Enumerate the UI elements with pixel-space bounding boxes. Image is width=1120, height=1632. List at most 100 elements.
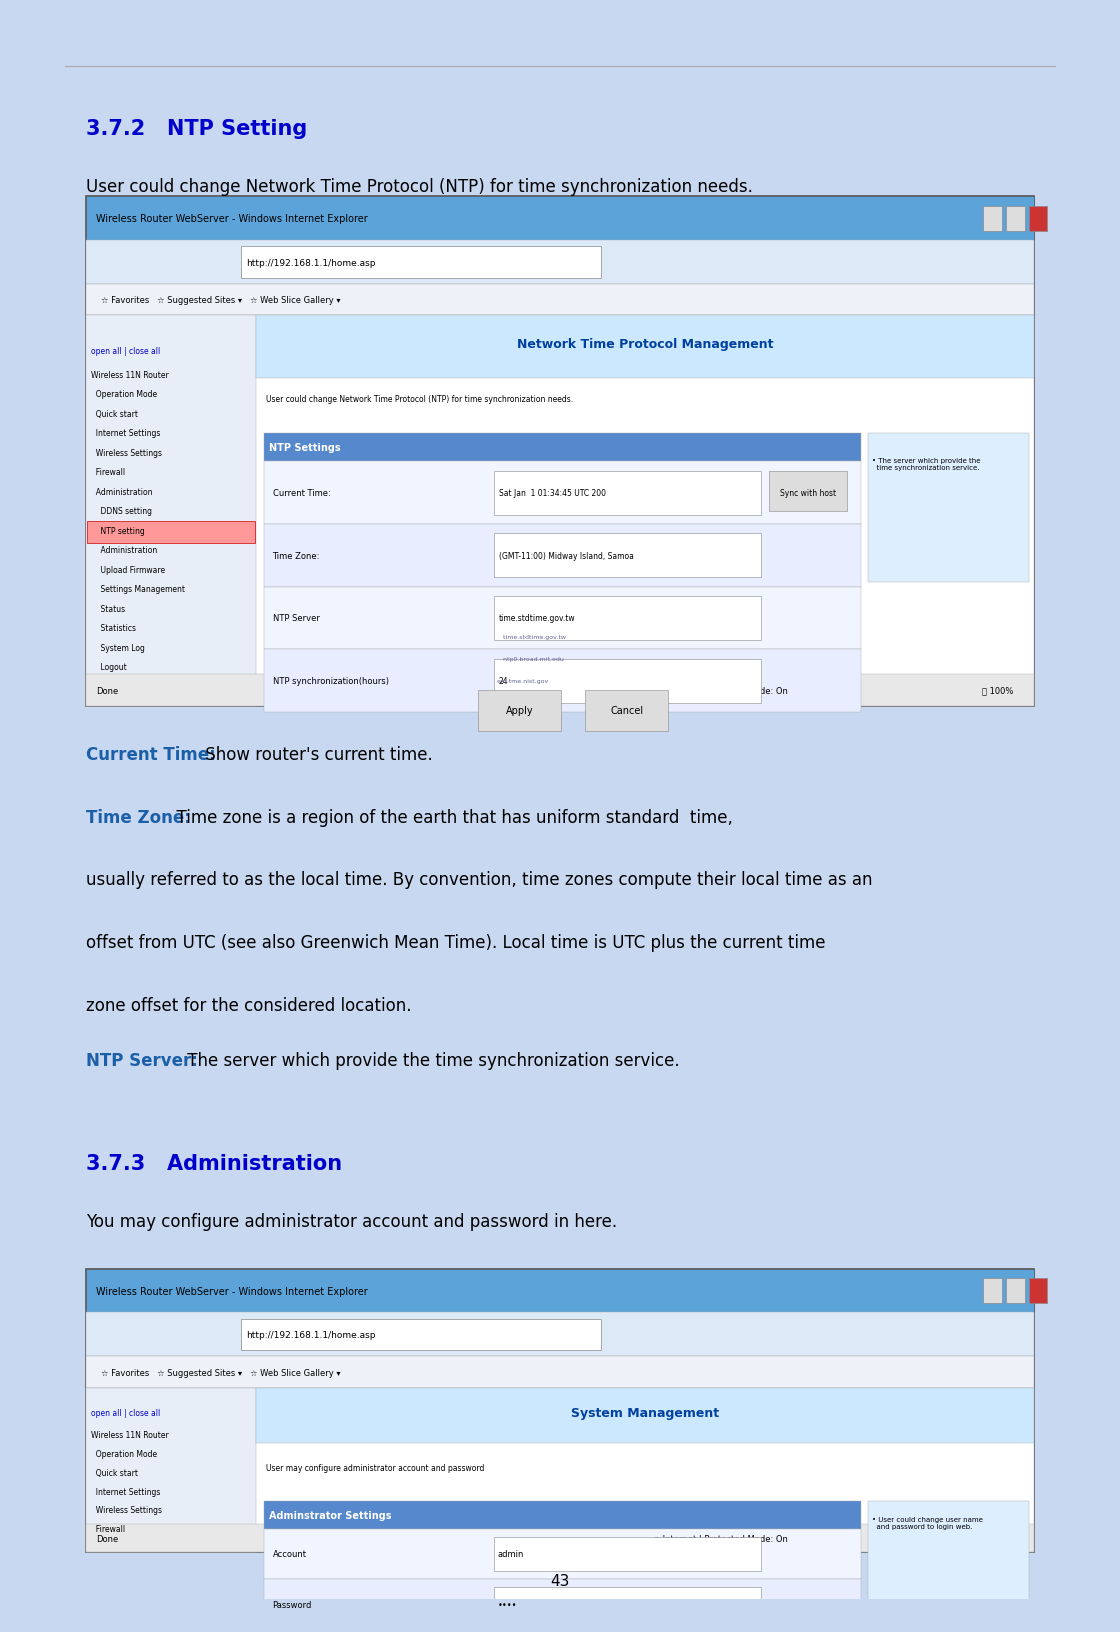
Text: Wireless 11N Router: Wireless 11N Router: [91, 1430, 169, 1439]
Text: Operation Mode: Operation Mode: [91, 1449, 157, 1457]
Bar: [1006, 207, 1025, 232]
Text: Sync with host: Sync with host: [780, 488, 836, 498]
Text: http://192.168.1.1/home.asp: http://192.168.1.1/home.asp: [245, 1330, 375, 1340]
Bar: [86, 317, 1034, 707]
Text: Administration: Administration: [91, 488, 152, 496]
Text: 3.7.3   Administration: 3.7.3 Administration: [86, 1152, 342, 1173]
Text: NTP Settings: NTP Settings: [270, 442, 342, 452]
Bar: [264, 588, 860, 650]
Text: Quick start: Quick start: [91, 1467, 138, 1477]
Bar: [86, 286, 1034, 317]
Text: (GMT-11:00) Midway Island, Samoa: (GMT-11:00) Midway Island, Samoa: [498, 552, 634, 560]
Text: Administration: Administration: [91, 545, 158, 555]
Text: • User could change user name
  and password to login web.: • User could change user name and passwo…: [872, 1516, 983, 1529]
Text: 🔒 100%: 🔒 100%: [982, 685, 1014, 695]
FancyBboxPatch shape: [86, 1268, 1034, 1552]
Text: Time zone is a region of the earth that has uniform standard  time,: Time zone is a region of the earth that …: [167, 808, 734, 826]
Bar: [86, 1387, 256, 1552]
Text: ⊕ Internet | Protected Mode: On: ⊕ Internet | Protected Mode: On: [653, 685, 787, 695]
Text: time.stdtime.gov.tw: time.stdtime.gov.tw: [498, 614, 576, 623]
Bar: [494, 597, 762, 640]
Bar: [264, 524, 860, 588]
Text: Wireless Settings: Wireless Settings: [91, 1506, 162, 1514]
Text: Done: Done: [96, 1534, 119, 1542]
Text: Time Zone:: Time Zone:: [272, 552, 320, 560]
Bar: [868, 1501, 1029, 1619]
Text: User may configure administrator account and password: User may configure administrator account…: [267, 1462, 485, 1472]
Bar: [1029, 207, 1047, 232]
Text: You may configure administrator account and password in here.: You may configure administrator account …: [86, 1213, 617, 1231]
Text: Upload Firmware: Upload Firmware: [91, 565, 166, 574]
Text: admin: admin: [497, 1549, 524, 1559]
Bar: [86, 1387, 1034, 1552]
Bar: [494, 534, 762, 578]
Text: ☆ Favorites   ☆ Suggested Sites ▾   ☆ Web Slice Gallery ▾: ☆ Favorites ☆ Suggested Sites ▾ ☆ Web Sl…: [102, 295, 342, 305]
Bar: [586, 690, 668, 731]
Text: Firewall: Firewall: [91, 468, 125, 477]
Text: Internet Settings: Internet Settings: [91, 1487, 160, 1497]
Text: Current Time:: Current Time:: [86, 746, 216, 764]
Text: Internet Settings: Internet Settings: [91, 429, 160, 437]
Text: NTP synchronization(hours): NTP synchronization(hours): [272, 677, 389, 685]
Text: ex: tme.nist.gov: ex: tme.nist.gov: [497, 679, 549, 684]
Text: Status: Status: [91, 604, 125, 614]
Bar: [1006, 1278, 1025, 1304]
Text: Settings Management: Settings Management: [91, 584, 185, 594]
Text: ntp0.broad.mit.edu: ntp0.broad.mit.edu: [497, 656, 564, 661]
Bar: [1029, 1278, 1047, 1304]
Text: Time Zone:: Time Zone:: [86, 808, 190, 826]
Bar: [769, 472, 847, 512]
Bar: [264, 1529, 860, 1580]
Text: Wireless Settings: Wireless Settings: [91, 449, 162, 457]
Bar: [87, 522, 255, 543]
Text: • The server which provide the
  time synchronization service.: • The server which provide the time sync…: [872, 457, 981, 470]
Text: Adminstrator Settings: Adminstrator Settings: [270, 1510, 392, 1519]
Text: The server which provide the time synchronization service.: The server which provide the time synchr…: [183, 1051, 680, 1069]
Bar: [494, 472, 762, 516]
Text: Apply: Apply: [506, 707, 533, 716]
Text: Operation Mode: Operation Mode: [91, 390, 157, 398]
Bar: [494, 1586, 762, 1621]
Text: Wireless 11N Router: Wireless 11N Router: [91, 370, 169, 379]
Text: 3.7.2   NTP Setting: 3.7.2 NTP Setting: [86, 119, 307, 139]
Bar: [86, 242, 1034, 286]
Text: open all | close all: open all | close all: [91, 1408, 160, 1418]
Bar: [241, 1319, 601, 1350]
Text: Show router's current time.: Show router's current time.: [199, 746, 432, 764]
Text: Account: Account: [272, 1549, 307, 1559]
Bar: [86, 1268, 1034, 1312]
Bar: [86, 1356, 1034, 1387]
Text: NTP Server:: NTP Server:: [86, 1051, 198, 1069]
Text: DDNS setting: DDNS setting: [91, 508, 152, 516]
Bar: [256, 317, 1034, 379]
Bar: [264, 434, 860, 462]
Text: ☆ Favorites   ☆ Suggested Sites ▾   ☆ Web Slice Gallery ▾: ☆ Favorites ☆ Suggested Sites ▾ ☆ Web Sl…: [102, 1368, 342, 1377]
Bar: [494, 659, 762, 703]
Text: http://192.168.1.1/home.asp: http://192.168.1.1/home.asp: [245, 258, 375, 268]
Text: NTP Server: NTP Server: [272, 614, 319, 623]
Bar: [86, 317, 256, 707]
Text: System Log: System Log: [91, 643, 146, 653]
Text: open all | close all: open all | close all: [91, 348, 160, 356]
Text: User could change Network Time Protocol (NTP) for time synchronization needs.: User could change Network Time Protocol …: [267, 395, 573, 403]
Text: ⊕ Internet | Protected Mode: On: ⊕ Internet | Protected Mode: On: [653, 1534, 787, 1542]
Bar: [868, 434, 1029, 583]
Text: Quick start: Quick start: [91, 410, 138, 418]
Text: ••••: ••••: [497, 1599, 517, 1609]
Bar: [86, 1312, 1034, 1356]
Text: 43: 43: [550, 1573, 570, 1588]
Bar: [86, 197, 1034, 242]
Text: Password: Password: [272, 1599, 311, 1609]
Text: Sat Jan  1 01:34:45 UTC 200: Sat Jan 1 01:34:45 UTC 200: [498, 488, 606, 498]
Bar: [983, 207, 1002, 232]
Text: Cancel: Cancel: [610, 707, 643, 716]
Bar: [86, 1524, 1034, 1552]
Text: Wireless Router WebServer - Windows Internet Explorer: Wireless Router WebServer - Windows Inte…: [96, 214, 368, 224]
Bar: [264, 1501, 860, 1529]
Bar: [478, 690, 561, 731]
Bar: [983, 1278, 1002, 1304]
Text: Firewall: Firewall: [91, 1524, 125, 1534]
Bar: [264, 462, 860, 524]
Bar: [264, 650, 860, 713]
Text: NTP setting: NTP setting: [91, 527, 144, 535]
